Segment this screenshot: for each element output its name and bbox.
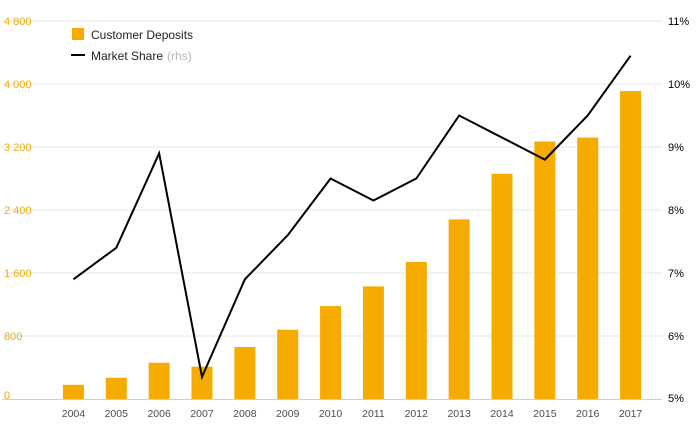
right-axis: 5% 6% 7% 8% 9% 10% 11% — [668, 16, 690, 405]
x-tick-label: 2008 — [233, 408, 257, 420]
x-tick-label: 2004 — [62, 408, 86, 420]
x-axis: 2004 2005 2006 2007 2008 2009 2010 2011 2012 2013… — [62, 408, 643, 420]
y-right-tick-label: 10% — [668, 79, 690, 91]
x-tick-label: 2012 — [405, 408, 429, 420]
legend-label-market-share: Market Share (rhs) — [91, 49, 192, 63]
x-tick-label: 2013 — [447, 408, 471, 420]
y-left-tick-label: 2 400 — [4, 205, 32, 217]
market-share-line — [72, 55, 632, 381]
x-tick-label: 2007 — [190, 408, 214, 420]
bar — [448, 219, 470, 399]
x-tick-label: 2006 — [147, 408, 171, 420]
x-tick-label: 2014 — [490, 408, 514, 420]
bar — [577, 137, 599, 400]
bar — [191, 366, 213, 399]
gridlines — [2, 20, 662, 400]
y-right-tick-label: 8% — [668, 205, 684, 217]
x-tick-label: 2011 — [362, 408, 385, 420]
y-left-tick-label: 3 200 — [4, 142, 32, 154]
bar — [534, 141, 556, 400]
y-right-tick-label: 6% — [668, 331, 684, 343]
bar-series — [62, 91, 642, 400]
legend-market-share-suffix: (rhs) — [167, 49, 192, 63]
bar — [234, 347, 256, 399]
y-left-tick-label: 4 800 — [4, 16, 32, 28]
legend-swatch-bar — [72, 28, 84, 40]
y-left-tick-label: 0 — [4, 390, 10, 402]
bar — [362, 286, 384, 399]
bar — [320, 306, 342, 399]
left-axis: 0 800 1 600 2 400 3 200 4 000 4 800 — [4, 16, 32, 402]
bar — [148, 362, 170, 399]
line-series — [72, 55, 632, 381]
bar — [405, 261, 427, 399]
y-right-tick-label: 5% — [668, 393, 684, 405]
legend-market-share-name: Market Share — [91, 49, 163, 63]
bar — [620, 91, 642, 400]
x-tick-label: 2009 — [276, 408, 300, 420]
bar — [491, 173, 513, 399]
x-tick-label: 2017 — [619, 408, 643, 420]
x-tick-label: 2016 — [576, 408, 600, 420]
y-right-tick-label: 11% — [668, 16, 689, 28]
y-left-tick-label: 1 600 — [4, 268, 32, 280]
legend: Customer Deposits Market Share (rhs) — [71, 28, 193, 63]
y-left-tick-label: 800 — [4, 331, 22, 343]
bar — [62, 384, 84, 399]
legend-label-customer-deposits: Customer Deposits — [91, 28, 193, 42]
bar — [105, 377, 127, 399]
y-left-tick-label: 4 000 — [4, 79, 32, 91]
x-tick-label: 2015 — [533, 408, 557, 420]
y-right-tick-label: 9% — [668, 142, 684, 154]
y-right-tick-label: 7% — [668, 268, 684, 280]
x-tick-label: 2010 — [319, 408, 343, 420]
x-tick-label: 2005 — [105, 408, 129, 420]
bar — [277, 329, 299, 399]
